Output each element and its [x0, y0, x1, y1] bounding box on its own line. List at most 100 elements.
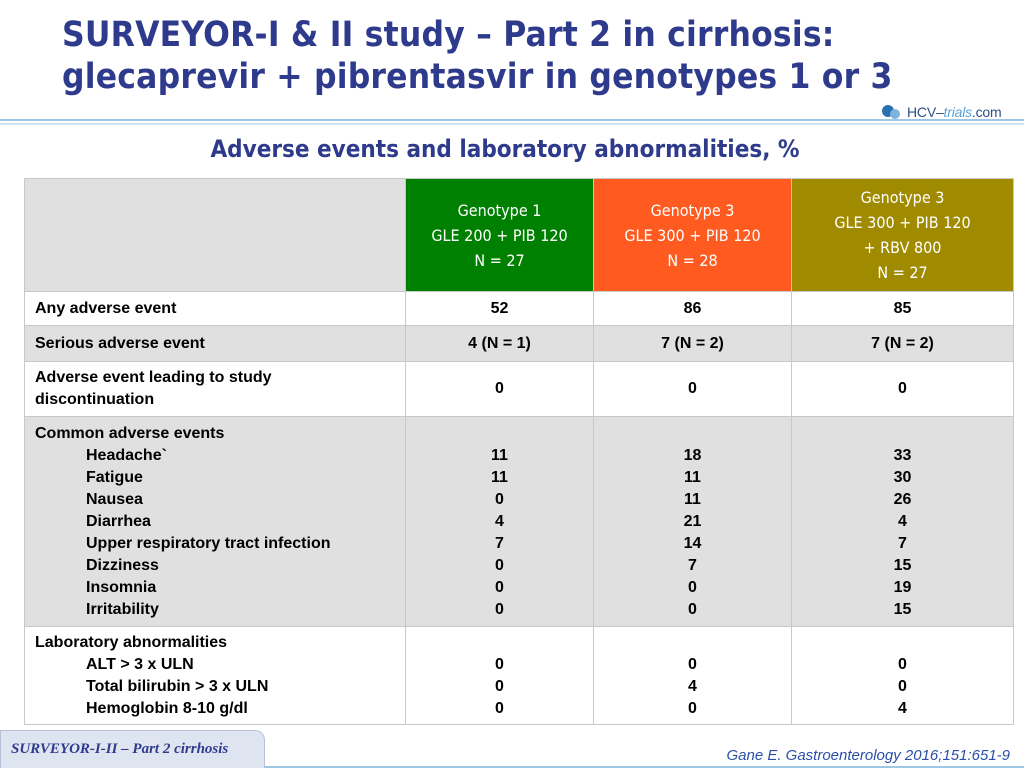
header-line: N = 27 [474, 250, 525, 270]
common-values-genotype-3-rbv: 33 30 26 4 7 15 19 15 [791, 416, 1014, 627]
logo-bubbles-icon [882, 103, 904, 121]
lab-values-genotype-1: 0 0 0 [405, 626, 594, 725]
cell-value: 0 [495, 578, 504, 596]
header-line: N = 28 [667, 250, 718, 270]
common-values-genotype-3: 18 11 11 21 14 7 0 0 [593, 416, 792, 627]
section-heading: Common adverse events [35, 424, 225, 442]
logo-text-com: .com [971, 104, 1002, 120]
header-line: + RBV 800 [863, 238, 942, 257]
cell-value: 15 [893, 600, 912, 618]
table-header-row: Genotype 1 GLE 200 + PIB 120 N = 27 Geno… [24, 178, 1014, 292]
cell-value: 0 [495, 600, 504, 618]
common-values-genotype-1: 11 11 0 4 7 0 0 0 [405, 416, 594, 627]
table-caption: Adverse events and laboratory abnormalit… [210, 135, 800, 163]
citation: Gane E. Gastroenterology 2016;151:651-9 [726, 747, 1010, 764]
footer-study-tab: SURVEYOR-I-II – Part 2 cirrhosis [0, 730, 265, 768]
footer-study-label: SURVEYOR-I-II – Part 2 cirrhosis [11, 741, 229, 757]
cell-value: 0 [495, 490, 504, 508]
cell-value: 4 [898, 512, 907, 530]
hcv-trials-logo: HCV–trials.com [882, 100, 1002, 124]
cell-value: 14 [683, 534, 702, 552]
cell-value: 11 [684, 490, 701, 508]
row-label-line: discontinuation [35, 391, 155, 408]
header-genotype-3: Genotype 3 GLE 300 + PIB 120 N = 28 [593, 178, 792, 292]
lab-name: ALT > 3 x ULN [86, 655, 194, 673]
cell-value: 11 [491, 446, 508, 464]
lab-name: Total bilirubin > 3 x ULN [86, 677, 269, 695]
event-name: Insomnia [86, 578, 157, 596]
slide-title-line-1: SURVEYOR-I & II study – Part 2 in cirrho… [62, 15, 835, 55]
footer-divider [265, 766, 1024, 768]
common-adverse-events-labels: Common adverse events Headache` Fatigue … [24, 416, 406, 627]
cell-value: 11 [684, 468, 701, 486]
header-genotype-1: Genotype 1 GLE 200 + PIB 120 N = 27 [405, 178, 594, 292]
table-row: Any adverse event 52 86 85 [24, 291, 1014, 326]
cell-value: 0 [495, 699, 504, 717]
cell-value: 52 [405, 291, 594, 326]
header-line: GLE 200 + PIB 120 [431, 225, 568, 245]
cell-value: 0 [688, 655, 697, 673]
event-name: Headache` [86, 446, 167, 464]
cell-value: 0 [495, 556, 504, 574]
cell-value: 0 [791, 361, 1014, 417]
lab-values-genotype-3: 0 4 0 [593, 626, 792, 725]
header-line: N = 27 [877, 263, 928, 282]
cell-value: 26 [893, 490, 912, 508]
cell-value: 11 [491, 468, 508, 486]
cell-value: 0 [898, 655, 907, 673]
cell-value: 0 [495, 655, 504, 673]
cell-value: 30 [893, 468, 912, 486]
lab-values-genotype-3-rbv: 0 0 4 [791, 626, 1014, 725]
cell-value: 7 (N = 2) [791, 325, 1014, 362]
cell-value: 0 [898, 677, 907, 695]
header-line: Genotype 1 [457, 200, 542, 220]
cell-value: 0 [405, 361, 594, 417]
row-label: Serious adverse event [24, 325, 406, 362]
header-line: GLE 300 + PIB 120 [834, 213, 971, 232]
event-name: Fatigue [86, 468, 143, 486]
common-adverse-events-row: Common adverse events Headache` Fatigue … [24, 416, 1014, 627]
event-name: Nausea [86, 490, 143, 508]
cell-value: 4 [688, 677, 697, 695]
cell-value: 7 [898, 534, 907, 552]
cell-value: 15 [893, 556, 912, 574]
cell-value: 0 [688, 578, 697, 596]
cell-value: 7 [688, 556, 697, 574]
header-empty-cell [24, 178, 406, 292]
cell-value: 86 [593, 291, 792, 326]
logo-text-trials: trials [943, 104, 973, 120]
lab-name: Hemoglobin 8-10 g/dl [86, 699, 248, 717]
cell-value: 4 [495, 512, 504, 530]
section-heading: Laboratory abnormalities [35, 633, 228, 651]
header-line: GLE 300 + PIB 120 [624, 225, 761, 245]
event-name: Upper respiratory tract infection [86, 534, 331, 552]
cell-value: 19 [893, 578, 912, 596]
cell-value: 4 (N = 1) [405, 325, 594, 362]
row-label-line: Adverse event leading to study [35, 369, 272, 386]
title-divider [0, 119, 1024, 125]
cell-value: 4 [898, 699, 907, 717]
slide-title: SURVEYOR-I & II study – Part 2 in cirrho… [62, 14, 962, 98]
event-name: Irritability [86, 600, 159, 618]
cell-value: 7 (N = 2) [593, 325, 792, 362]
cell-value: 0 [688, 600, 697, 618]
header-line: Genotype 3 [860, 188, 945, 207]
row-label: Adverse event leading to study discontin… [24, 361, 406, 417]
header-genotype-3-rbv: Genotype 3 GLE 300 + PIB 120 + RBV 800 N… [791, 178, 1014, 292]
event-name: Diarrhea [86, 512, 151, 530]
cell-value: 0 [688, 699, 697, 717]
header-line: Genotype 3 [650, 200, 735, 220]
cell-value: 33 [893, 446, 912, 464]
adverse-events-table: Genotype 1 GLE 200 + PIB 120 N = 27 Geno… [24, 178, 1014, 725]
row-label: Any adverse event [24, 291, 406, 326]
cell-value: 21 [683, 512, 702, 530]
cell-value: 7 [495, 534, 504, 552]
slide-title-line-2: glecaprevir + pibrentasvir in genotypes … [62, 57, 893, 97]
laboratory-abnormalities-row: Laboratory abnormalities ALT > 3 x ULN T… [24, 626, 1014, 725]
cell-value: 85 [791, 291, 1014, 326]
cell-value: 18 [683, 446, 702, 464]
table-row: Adverse event leading to study discontin… [24, 361, 1014, 417]
event-name: Dizziness [86, 556, 159, 574]
logo-text-hcv: HCV– [907, 104, 944, 120]
laboratory-abnormalities-labels: Laboratory abnormalities ALT > 3 x ULN T… [24, 626, 406, 725]
